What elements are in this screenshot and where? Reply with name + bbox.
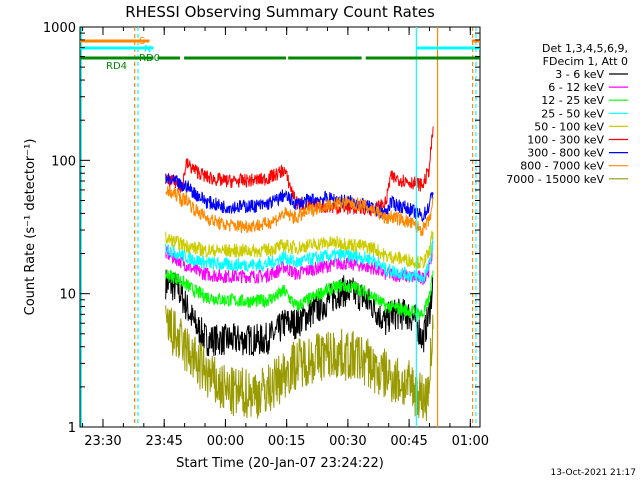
x-tick-label: 00:30 — [329, 434, 366, 449]
y-tick-label: 1 — [68, 421, 76, 436]
axis-ticks: 23:30 23:45 00:00 00:15 00:30 00:45 01:00 1 10 10… — [43, 21, 489, 449]
x-tick-label: 00:00 — [207, 434, 244, 449]
annotation-layer — [80, 27, 480, 427]
legend-label: 12 - 25 keV — [541, 94, 604, 107]
legend-label: 800 - 7000 keV — [520, 160, 604, 173]
y-tick-label: 10 — [59, 288, 76, 303]
chart-title: RHESSI Observing Summary Count Rates — [125, 3, 435, 21]
series-layer — [165, 126, 434, 422]
series-line — [165, 268, 434, 321]
legend-label: 50 - 100 keV — [534, 120, 604, 133]
series-line — [165, 186, 434, 236]
x-tick-label: 00:45 — [390, 434, 427, 449]
legend-label: 25 - 50 keV — [541, 107, 604, 120]
x-tick-label: 23:45 — [145, 434, 182, 449]
footer-date: 13-Oct-2021 21:17 — [551, 468, 636, 478]
legend-label: 3 - 6 keV — [555, 68, 604, 81]
plot-frame — [79, 26, 481, 428]
y-axis-label: Count Rate (s⁻¹ detector⁻¹) — [23, 139, 38, 316]
y-tick-label: 100 — [51, 154, 76, 169]
legend-label: 300 - 800 keV — [527, 147, 604, 160]
annot-n-label: N — [144, 44, 151, 55]
x-axis-label: Start Time (20-Jan-07 23:24:22) — [176, 456, 384, 471]
series-line — [165, 305, 434, 422]
annot-rd4-label: RD4 — [106, 61, 127, 72]
series-line — [165, 173, 434, 223]
legend-label: 6 - 12 keV — [548, 81, 604, 94]
y-tick-label: 1000 — [43, 21, 76, 36]
legend-header-2: FDecim 1, Att 0 — [543, 55, 628, 68]
annot-s-label: S — [139, 36, 145, 47]
x-tick-label: 00:15 — [268, 434, 305, 449]
series-line — [165, 236, 434, 284]
legend-label: 7000 - 15000 keV — [506, 173, 604, 186]
series-line — [165, 230, 434, 269]
annot-rd0-label: RD0 — [139, 53, 160, 64]
x-tick-label: 01:00 — [452, 434, 489, 449]
x-tick-label: 23:30 — [84, 434, 121, 449]
legend-label: 100 - 300 keV — [527, 134, 604, 147]
legend-header-1: Det 1,3,4,5,6,9, — [542, 42, 628, 55]
